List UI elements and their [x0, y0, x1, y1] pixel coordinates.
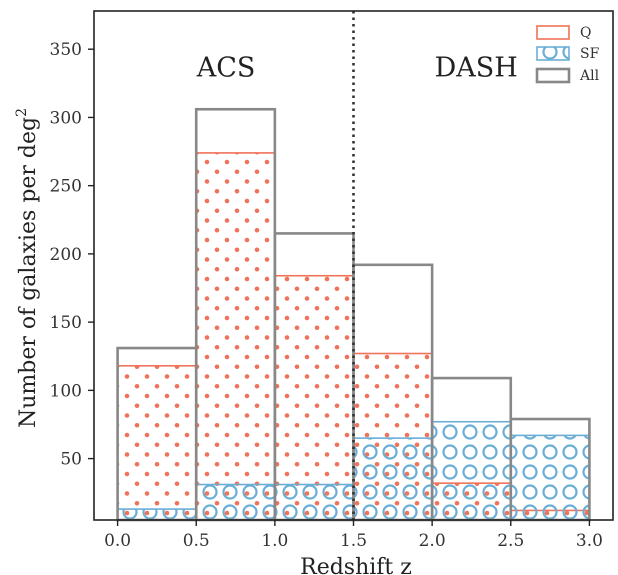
bar-q-2 [274, 274, 355, 521]
bar-sf-3 [352, 437, 433, 521]
region-label-dash: DASH [435, 53, 518, 84]
y-axis-title-superscript: 2 [14, 108, 30, 117]
x-tick-label-2: 1.0 [261, 531, 288, 551]
legend-swatch-all [535, 67, 571, 84]
y-tick-label-5: 300 [50, 108, 82, 128]
y-axis-title: Number of galaxies per deg2 [14, 108, 41, 428]
x-tick-label-4: 2.0 [419, 531, 446, 551]
legend-label-sf: SF [580, 46, 600, 62]
x-axis-title: Redshift z [300, 555, 412, 575]
y-tick-label-2: 150 [50, 313, 82, 333]
x-tick-label-3: 1.5 [340, 531, 367, 551]
legend-swatch-q [536, 25, 570, 40]
bar-sf-1 [195, 483, 276, 521]
y-tick-label-0: 50 [60, 450, 82, 470]
x-axis-ticks: 0.0 0.5 1.0 1.5 2.0 2.5 3.0 [104, 520, 603, 551]
x-tick-label-0: 0.0 [104, 531, 131, 551]
legend-label-q: Q [580, 25, 591, 41]
x-tick-label-5: 2.5 [497, 531, 524, 551]
y-tick-label-1: 100 [50, 381, 82, 401]
y-axis-title-text: Number of galaxies per deg [16, 117, 41, 428]
bar-sf-4 [431, 420, 512, 521]
bar-q-1 [195, 152, 276, 521]
y-axis-ticks: 50 100 150 200 250 300 350 [50, 40, 94, 470]
region-label-acs: ACS [196, 53, 256, 84]
legend-swatch-sf-fill [537, 47, 569, 60]
bar-sf-0 [116, 508, 198, 521]
legend-label-all: All [579, 68, 600, 84]
x-tick-label-6: 3.0 [576, 531, 603, 551]
legend: Q SF All [535, 25, 600, 84]
bar-q-0 [116, 364, 198, 521]
y-tick-label-3: 200 [50, 245, 82, 265]
bar-sf-5 [509, 434, 591, 521]
y-tick-label-6: 350 [50, 40, 82, 60]
x-tick-label-1: 0.5 [183, 531, 210, 551]
y-tick-label-4: 250 [50, 177, 82, 197]
legend-swatch-sf [536, 46, 570, 61]
bar-sf-2 [274, 483, 355, 521]
